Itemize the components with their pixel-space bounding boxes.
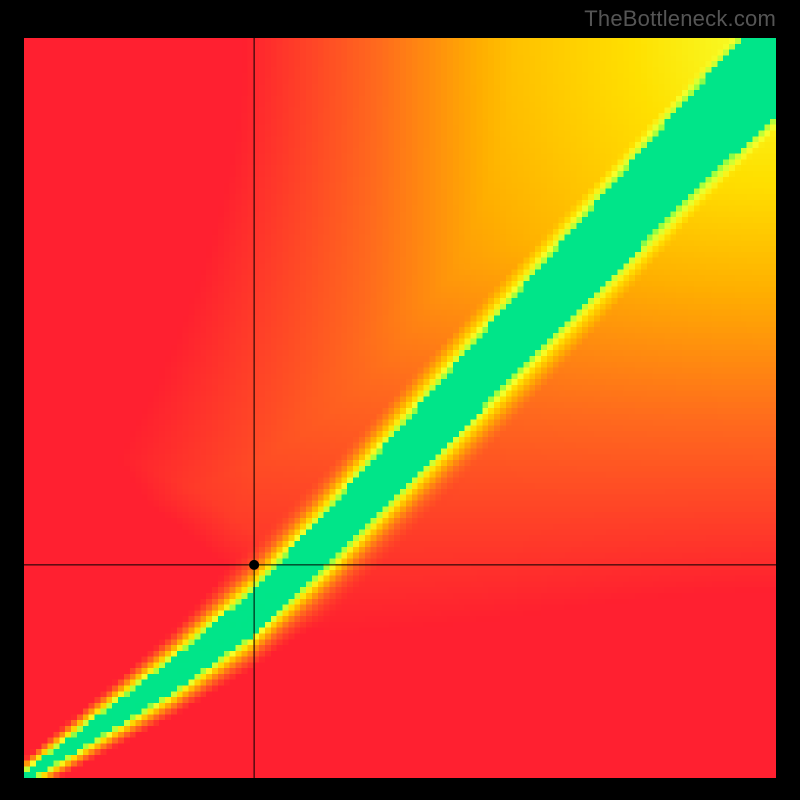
plot-area bbox=[24, 38, 776, 778]
heatmap-canvas bbox=[24, 38, 776, 778]
figure-container: TheBottleneck.com bbox=[0, 0, 800, 800]
watermark-text: TheBottleneck.com bbox=[584, 6, 776, 32]
